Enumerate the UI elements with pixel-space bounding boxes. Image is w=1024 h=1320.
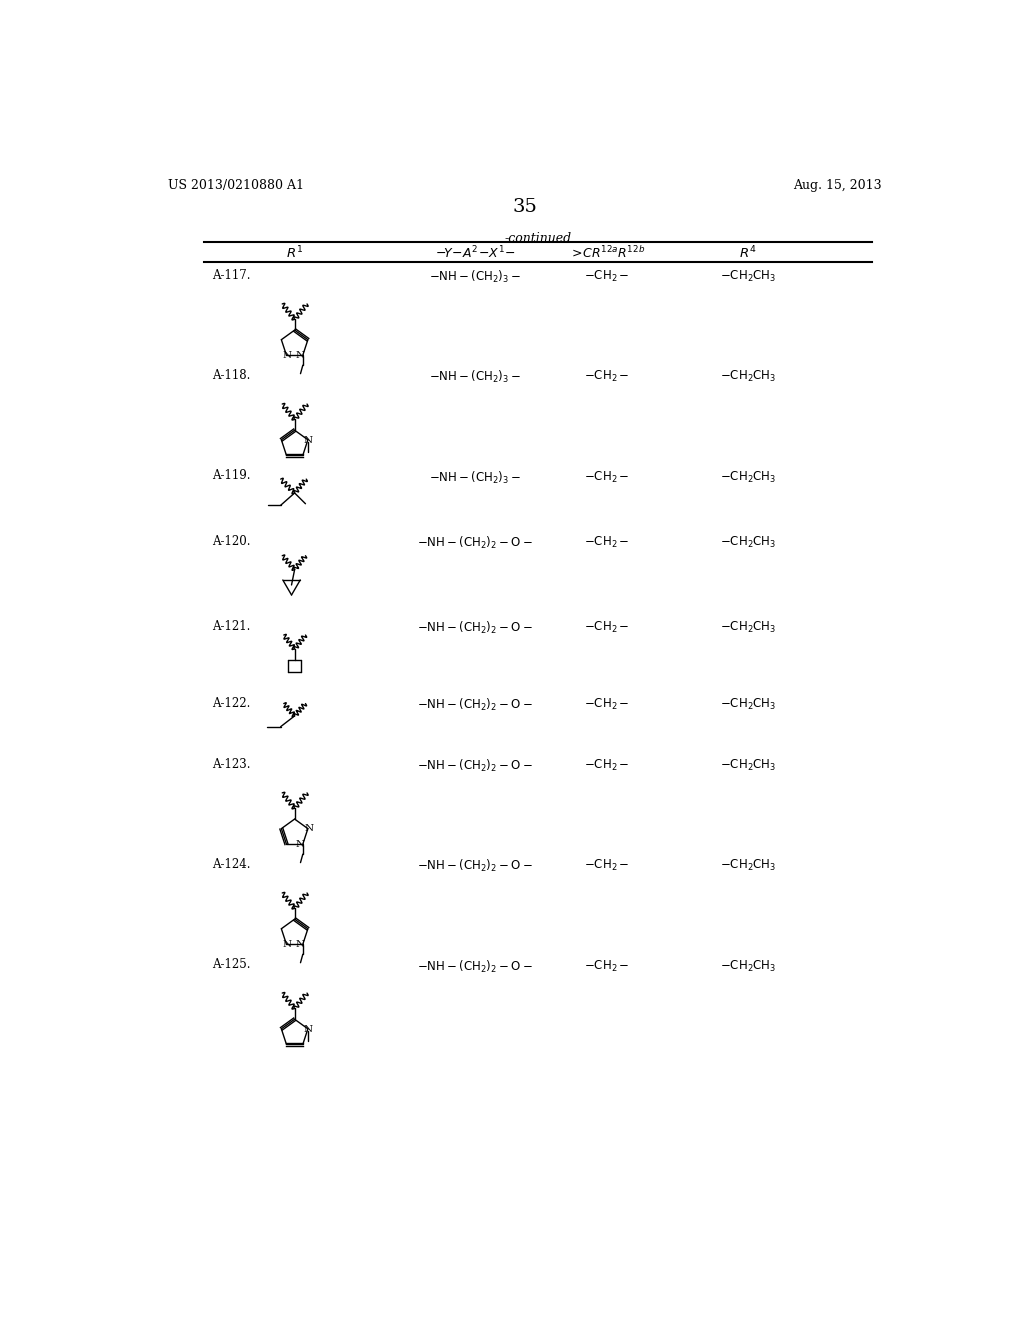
Text: $-\mathrm{CH}_2-$: $-\mathrm{CH}_2-$ — [585, 619, 630, 635]
Text: $-\mathrm{NH}-(\mathrm{CH}_2)_2-\mathrm{O}-$: $-\mathrm{NH}-(\mathrm{CH}_2)_2-\mathrm{… — [418, 858, 534, 874]
Text: N: N — [296, 351, 305, 359]
Text: $-\mathrm{CH}_2\mathrm{CH}_3$: $-\mathrm{CH}_2\mathrm{CH}_3$ — [720, 269, 776, 284]
Text: $-\mathrm{NH}-(\mathrm{CH}_2)_2-\mathrm{O}-$: $-\mathrm{NH}-(\mathrm{CH}_2)_2-\mathrm{… — [418, 958, 534, 974]
Text: $-\mathrm{NH}-(\mathrm{CH}_2)_2-\mathrm{O}-$: $-\mathrm{NH}-(\mathrm{CH}_2)_2-\mathrm{… — [418, 619, 534, 636]
Text: $-\mathrm{CH}_2\mathrm{CH}_3$: $-\mathrm{CH}_2\mathrm{CH}_3$ — [720, 958, 776, 974]
Text: $>\!CR^{12a}R^{12b}$: $>\!CR^{12a}R^{12b}$ — [568, 244, 645, 260]
Text: A-120.: A-120. — [212, 535, 250, 548]
Text: N: N — [296, 840, 305, 849]
Text: $-\mathrm{NH}-(\mathrm{CH}_2)_3-$: $-\mathrm{NH}-(\mathrm{CH}_2)_3-$ — [429, 269, 521, 285]
Text: N: N — [283, 351, 292, 359]
Text: $-\mathrm{CH}_2\mathrm{CH}_3$: $-\mathrm{CH}_2\mathrm{CH}_3$ — [720, 470, 776, 484]
Text: N: N — [283, 940, 292, 949]
Text: US 2013/0210880 A1: US 2013/0210880 A1 — [168, 180, 304, 193]
Text: A-125.: A-125. — [212, 958, 250, 972]
Text: $-\mathrm{CH}_2-$: $-\mathrm{CH}_2-$ — [585, 269, 630, 284]
Text: $-\mathrm{CH}_2\mathrm{CH}_3$: $-\mathrm{CH}_2\mathrm{CH}_3$ — [720, 697, 776, 711]
Text: $-\mathrm{CH}_2\mathrm{CH}_3$: $-\mathrm{CH}_2\mathrm{CH}_3$ — [720, 535, 776, 550]
Text: A-123.: A-123. — [212, 758, 250, 771]
Text: $-\mathrm{CH}_2\mathrm{CH}_3$: $-\mathrm{CH}_2\mathrm{CH}_3$ — [720, 370, 776, 384]
Text: 35: 35 — [512, 198, 538, 216]
Text: $R^4$: $R^4$ — [739, 244, 757, 261]
Text: N: N — [303, 1026, 312, 1034]
Text: $-\mathrm{CH}_2-$: $-\mathrm{CH}_2-$ — [585, 370, 630, 384]
Text: $-\mathrm{NH}-(\mathrm{CH}_2)_3-$: $-\mathrm{NH}-(\mathrm{CH}_2)_3-$ — [429, 370, 521, 385]
Text: A-121.: A-121. — [212, 619, 250, 632]
Text: $-\mathrm{CH}_2-$: $-\mathrm{CH}_2-$ — [585, 958, 630, 974]
Text: N: N — [304, 824, 313, 833]
Text: N: N — [296, 940, 305, 949]
Text: $-\mathrm{CH}_2-$: $-\mathrm{CH}_2-$ — [585, 858, 630, 874]
Text: $-\mathrm{CH}_2\mathrm{CH}_3$: $-\mathrm{CH}_2\mathrm{CH}_3$ — [720, 619, 776, 635]
Text: $-\mathrm{NH}-(\mathrm{CH}_2)_3-$: $-\mathrm{NH}-(\mathrm{CH}_2)_3-$ — [429, 470, 521, 486]
Text: $R^1$: $R^1$ — [286, 244, 303, 261]
Text: $-\mathrm{NH}-(\mathrm{CH}_2)_2-\mathrm{O}-$: $-\mathrm{NH}-(\mathrm{CH}_2)_2-\mathrm{… — [418, 758, 534, 775]
Text: A-117.: A-117. — [212, 269, 250, 282]
Text: A-122.: A-122. — [212, 697, 250, 710]
Text: A-124.: A-124. — [212, 858, 250, 871]
Text: $-\mathrm{NH}-(\mathrm{CH}_2)_2-\mathrm{O}-$: $-\mathrm{NH}-(\mathrm{CH}_2)_2-\mathrm{… — [418, 697, 534, 713]
Text: $-\mathrm{CH}_2-$: $-\mathrm{CH}_2-$ — [585, 535, 630, 550]
Text: $-\mathrm{CH}_2-$: $-\mathrm{CH}_2-$ — [585, 758, 630, 774]
Text: -continued: -continued — [505, 231, 571, 244]
Text: A-118.: A-118. — [212, 370, 250, 383]
Text: Aug. 15, 2013: Aug. 15, 2013 — [793, 180, 882, 193]
Text: $-\mathrm{CH}_2-$: $-\mathrm{CH}_2-$ — [585, 697, 630, 711]
Text: N: N — [303, 436, 312, 445]
Text: $-\!Y\!-\!A^2\!-\!X^1\!-$: $-\!Y\!-\!A^2\!-\!X^1\!-$ — [435, 244, 516, 261]
Text: $-\mathrm{CH}_2-$: $-\mathrm{CH}_2-$ — [585, 470, 630, 484]
Text: $-\mathrm{CH}_2\mathrm{CH}_3$: $-\mathrm{CH}_2\mathrm{CH}_3$ — [720, 758, 776, 774]
Text: $-\mathrm{CH}_2\mathrm{CH}_3$: $-\mathrm{CH}_2\mathrm{CH}_3$ — [720, 858, 776, 874]
Text: A-119.: A-119. — [212, 470, 250, 483]
Text: $-\mathrm{NH}-(\mathrm{CH}_2)_2-\mathrm{O}-$: $-\mathrm{NH}-(\mathrm{CH}_2)_2-\mathrm{… — [418, 535, 534, 550]
